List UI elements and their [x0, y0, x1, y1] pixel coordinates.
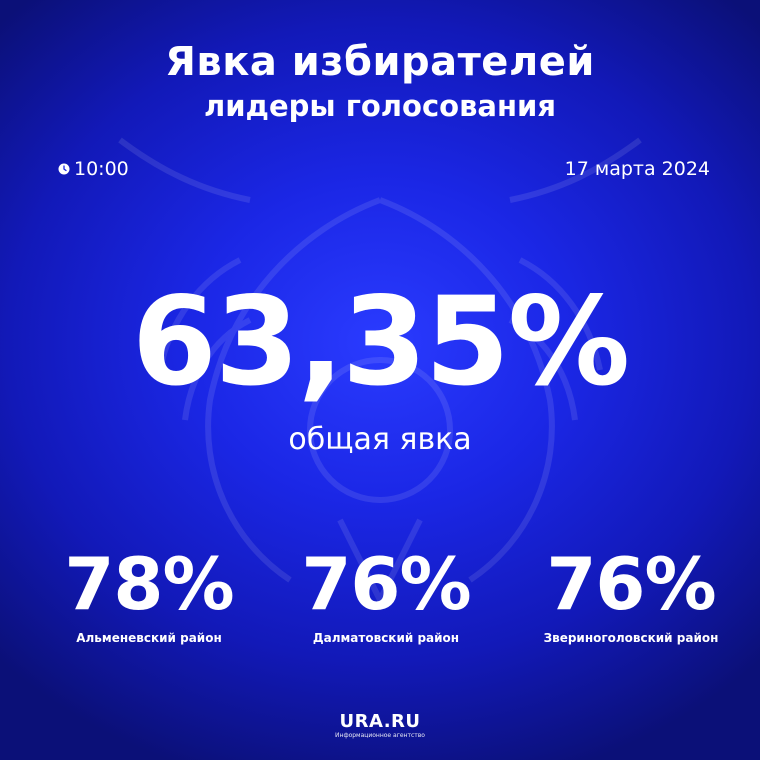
leader-name: Звериноголовский район [543, 631, 719, 645]
leader-name: Далматовский район [312, 631, 460, 645]
leader-value: 76% [301, 542, 471, 626]
logo-subtext: Информационное агентство [335, 732, 425, 739]
clock-icon [58, 163, 70, 175]
total-turnout-value: 63,35% [131, 271, 630, 413]
page-title: Явка избирателей [165, 39, 595, 85]
leader-item: 76% Далматовский район [266, 542, 506, 646]
leader-item: 76% Звериноголовский район [511, 542, 751, 646]
leader-value: 76% [546, 542, 716, 626]
leader-name: Альменевский район [76, 631, 222, 645]
total-turnout-caption: общая явка [288, 422, 472, 457]
ura-ru-logo: URA.RU Информационное агентство [0, 712, 760, 740]
time-block: 10:00 [58, 156, 129, 182]
page-subtitle: лидеры голосования [204, 89, 556, 123]
logo-text: URA.RU [339, 711, 421, 732]
time-label: 10:00 [74, 158, 129, 180]
leader-value: 78% [64, 542, 234, 626]
date-label: 17 марта 2024 [564, 158, 710, 180]
leader-item: 78% Альменевский район [29, 542, 269, 646]
